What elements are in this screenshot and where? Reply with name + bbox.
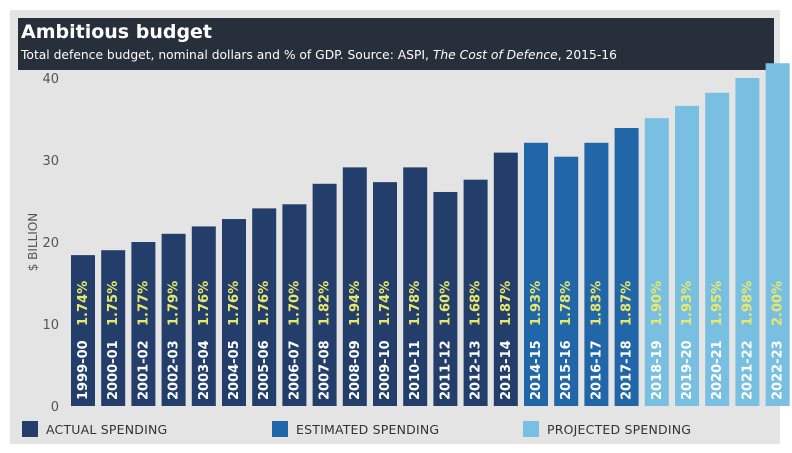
bar-gdp-label: 2.00% <box>771 281 786 326</box>
bar-category-label: 2000-01 <box>106 340 121 400</box>
bar-gdp-label: 1.74% <box>378 281 393 326</box>
bar-gdp-label: 1.90% <box>650 281 665 326</box>
bar-gdp-label: 1.76% <box>197 281 212 326</box>
bar-category-label: 2007-08 <box>318 340 333 400</box>
bar <box>312 183 337 406</box>
y-tick-label: 0 <box>51 400 59 415</box>
bar-gdp-label: 1.83% <box>589 281 604 326</box>
bar-gdp-label: 1.98% <box>740 281 755 326</box>
bar-gdp-label: 1.70% <box>287 281 302 326</box>
chart-subtitle: Total defence budget, nominal dollars an… <box>21 48 617 62</box>
bar <box>463 179 488 406</box>
bar-gdp-label: 1.87% <box>499 281 514 326</box>
bar-category-label: 2010-11 <box>408 340 423 400</box>
bar-gdp-label: 1.95% <box>710 281 725 326</box>
bar <box>644 118 669 407</box>
bar <box>282 204 307 406</box>
bar-category-label: 2002-03 <box>167 340 182 400</box>
y-tick-label: 20 <box>42 236 59 251</box>
bar-gdp-label: 1.77% <box>136 281 151 326</box>
bar-category-label: 2015-16 <box>559 340 574 400</box>
bar <box>71 255 95 406</box>
bar <box>373 182 397 406</box>
chart-title: Ambitious budget <box>21 21 213 43</box>
chart-header: Ambitious budget Total defence budget, n… <box>18 18 774 70</box>
bar <box>131 242 156 406</box>
bar-category-label: 2019-20 <box>680 340 695 400</box>
legend-label-estimated: ESTIMATED SPENDING <box>296 422 440 437</box>
bar-category-label: 2020-21 <box>710 340 725 400</box>
bar <box>252 208 277 406</box>
bar-gdp-label: 1.76% <box>257 281 272 326</box>
legend-swatch-estimated <box>272 421 288 437</box>
bar-gdp-label: 1.93% <box>529 281 544 326</box>
bar <box>403 167 428 406</box>
y-axis-label: $ BILLION <box>26 213 40 272</box>
bar-category-label: 2013-14 <box>499 340 514 400</box>
bar <box>554 156 579 406</box>
bar-gdp-label: 1.76% <box>227 281 242 326</box>
bar <box>342 167 367 406</box>
bar <box>584 142 609 406</box>
bar <box>101 250 126 406</box>
bar-gdp-label: 1.75% <box>106 281 121 326</box>
bar-category-label: 2005-06 <box>257 340 272 400</box>
bar-category-label: 2018-19 <box>650 340 665 400</box>
bar <box>765 63 790 407</box>
bar-category-label: 2001-02 <box>136 340 151 400</box>
bar-gdp-label: 1.78% <box>559 281 574 326</box>
subtitle-tail: , 2015-16 <box>557 48 617 62</box>
y-tick-label: 10 <box>42 318 59 333</box>
bar-category-label: 2021-22 <box>740 340 755 400</box>
bar-category-label: 2006-07 <box>287 340 302 400</box>
bar-category-label: 2016-17 <box>589 340 604 400</box>
subtitle-text: Total defence budget, nominal dollars an… <box>21 48 433 62</box>
bar-gdp-label: 1.93% <box>680 281 695 326</box>
y-tick-label: 30 <box>42 154 59 169</box>
bar-gdp-label: 1.79% <box>167 281 182 326</box>
y-tick-label: 40 <box>42 72 59 87</box>
subtitle-source-title: The Cost of Defence <box>432 48 558 62</box>
bar <box>614 128 639 406</box>
bar-category-label: 2014-15 <box>529 340 544 400</box>
bar <box>675 105 699 406</box>
bar <box>433 191 458 406</box>
bar-gdp-label: 1.60% <box>438 281 453 326</box>
bar-category-label: 2003-04 <box>197 340 212 400</box>
bar <box>524 142 548 406</box>
bar <box>222 219 246 406</box>
bar-gdp-label: 1.94% <box>348 281 363 326</box>
bar-gdp-label: 1.82% <box>318 281 333 326</box>
bar-category-label: 2022-23 <box>771 340 786 400</box>
legend-label-projected: PROJECTED SPENDING <box>547 422 692 437</box>
bar-gdp-label: 1.74% <box>76 281 91 326</box>
bar-gdp-label: 1.78% <box>408 281 423 326</box>
legend-swatch-actual <box>22 421 38 437</box>
bar-gdp-label: 1.68% <box>469 281 484 326</box>
bar <box>493 152 518 406</box>
bar-category-label: 2009-10 <box>378 340 393 400</box>
bar-category-label: 2008-09 <box>348 340 363 400</box>
bar-category-label: 2004-05 <box>227 340 242 400</box>
legend-swatch-projected <box>523 421 539 437</box>
bar-category-label: 1999-00 <box>76 340 91 400</box>
bar-category-label: 2012-13 <box>469 340 484 400</box>
bar-category-label: 2017-18 <box>620 340 635 400</box>
bar <box>191 226 216 406</box>
bar <box>705 92 730 406</box>
legend-label-actual: ACTUAL SPENDING <box>46 422 168 437</box>
bar <box>735 78 760 406</box>
bar <box>161 233 186 406</box>
bar-gdp-label: 1.87% <box>620 281 635 326</box>
bar-category-label: 2011-12 <box>438 340 453 400</box>
